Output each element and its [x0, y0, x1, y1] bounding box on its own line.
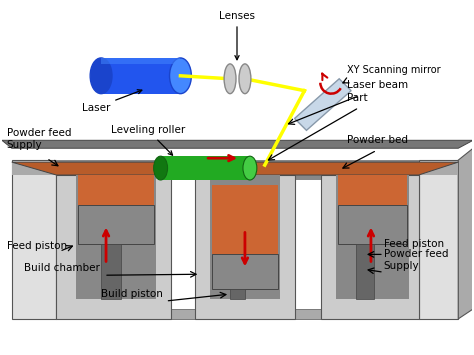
Polygon shape	[294, 79, 351, 130]
Ellipse shape	[224, 64, 236, 94]
Ellipse shape	[154, 156, 167, 180]
Polygon shape	[78, 205, 154, 245]
Text: Feed piston: Feed piston	[7, 241, 67, 251]
Polygon shape	[195, 175, 294, 319]
Polygon shape	[338, 175, 407, 205]
Text: Lenses: Lenses	[219, 11, 255, 60]
Text: Feed piston: Feed piston	[384, 240, 444, 250]
Polygon shape	[56, 160, 419, 180]
Text: Powder feed
Supply: Powder feed Supply	[7, 128, 71, 150]
Text: Leveling roller: Leveling roller	[111, 125, 185, 155]
Polygon shape	[12, 162, 458, 175]
Ellipse shape	[243, 156, 257, 180]
Text: Laser: Laser	[82, 90, 142, 113]
Polygon shape	[212, 185, 278, 255]
Polygon shape	[336, 175, 409, 299]
Polygon shape	[230, 289, 245, 299]
Polygon shape	[101, 245, 121, 299]
Polygon shape	[338, 205, 407, 245]
Text: Powder bed: Powder bed	[347, 135, 408, 145]
Ellipse shape	[239, 64, 251, 94]
Polygon shape	[101, 58, 181, 94]
Polygon shape	[56, 309, 419, 319]
Text: Build chamber: Build chamber	[24, 263, 100, 273]
Polygon shape	[12, 160, 56, 319]
Text: Part: Part	[347, 93, 368, 103]
Polygon shape	[78, 175, 154, 205]
Text: Build piston: Build piston	[101, 289, 163, 299]
Polygon shape	[56, 175, 171, 319]
Polygon shape	[458, 148, 473, 319]
Polygon shape	[76, 175, 155, 299]
Polygon shape	[419, 160, 458, 319]
Polygon shape	[212, 255, 278, 289]
Text: XY Scanning mirror: XY Scanning mirror	[347, 65, 441, 75]
Ellipse shape	[170, 58, 191, 94]
Polygon shape	[101, 58, 181, 64]
Polygon shape	[356, 245, 374, 299]
Text: Laser beam: Laser beam	[347, 80, 408, 90]
Polygon shape	[321, 175, 419, 319]
Polygon shape	[161, 156, 250, 180]
Text: Powder feed
Supply: Powder feed Supply	[384, 249, 448, 271]
Polygon shape	[2, 140, 473, 148]
Polygon shape	[210, 175, 280, 299]
Ellipse shape	[90, 58, 112, 94]
Polygon shape	[12, 162, 458, 175]
